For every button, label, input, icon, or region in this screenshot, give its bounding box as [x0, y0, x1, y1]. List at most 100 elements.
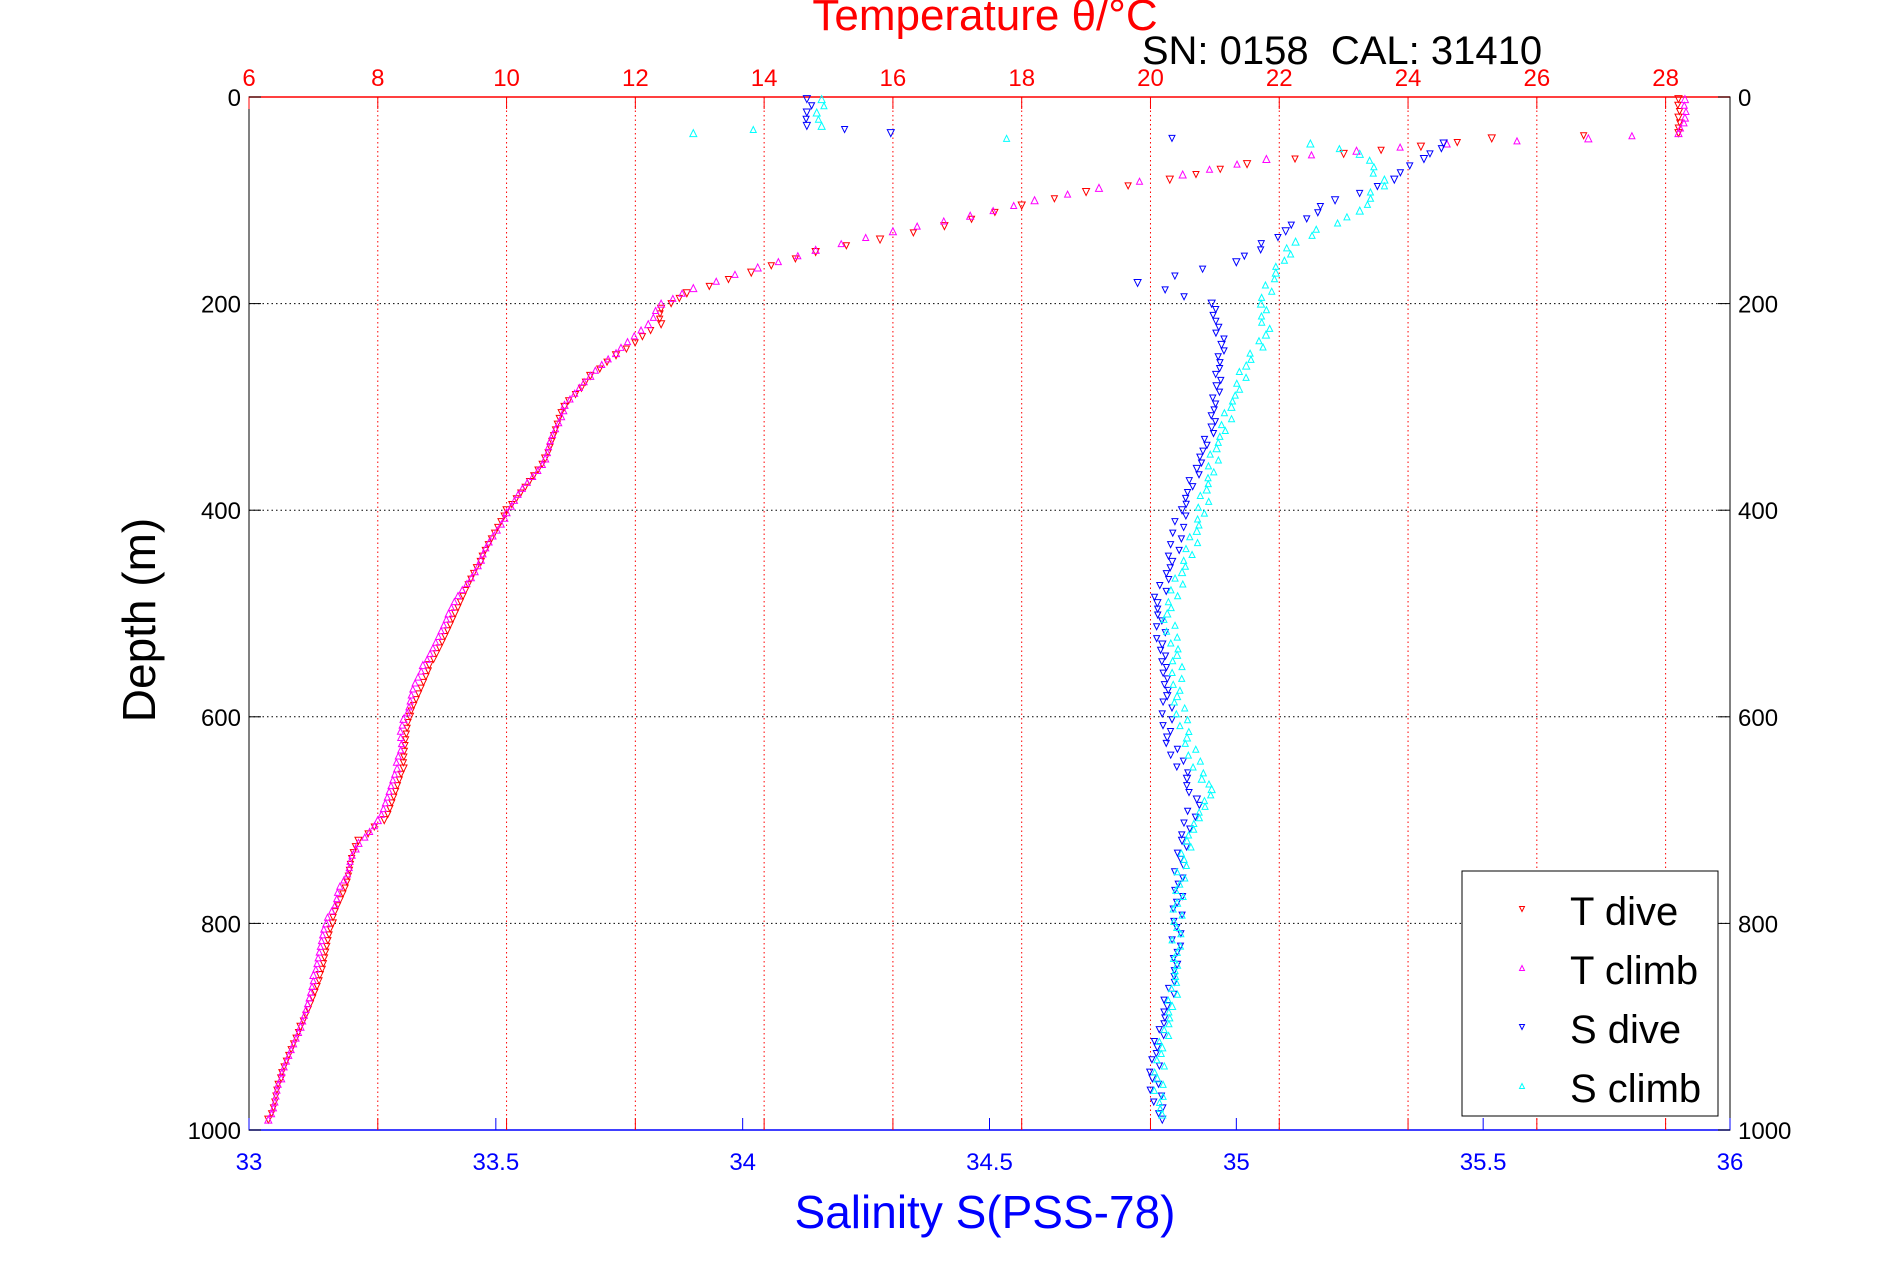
data-point: [292, 1034, 300, 1042]
data-point: [1208, 394, 1217, 403]
data-point: [336, 882, 344, 890]
data-point: [392, 758, 401, 766]
data-point: [399, 759, 408, 767]
data-point: [1153, 599, 1162, 608]
data-point: [1335, 144, 1344, 153]
data-point: [553, 420, 562, 429]
data-point: [1675, 119, 1684, 127]
data-point: [1196, 453, 1204, 462]
data-point: [308, 982, 316, 991]
data-point: [441, 632, 449, 641]
legend-entry: T climb: [1518, 949, 1698, 993]
data-point: [454, 591, 462, 600]
data-point: [1164, 597, 1173, 606]
data-point: [1228, 396, 1237, 405]
data-point: [485, 537, 493, 546]
data-point: [507, 502, 516, 510]
data-point: [1181, 562, 1190, 570]
data-point: [1159, 1092, 1167, 1100]
data-point: [1177, 836, 1187, 846]
data-point: [1308, 231, 1316, 239]
data-point: [343, 878, 351, 887]
data-point: [397, 770, 405, 779]
data-point: [630, 331, 639, 340]
data-point: [1168, 704, 1176, 713]
data-point: [548, 430, 557, 439]
data-point: [1257, 311, 1266, 320]
data-point: [1211, 306, 1220, 314]
temperature-tick-label: 10: [493, 65, 520, 92]
data-point: [1162, 627, 1171, 635]
data-point: [1192, 464, 1202, 474]
data-point: [1416, 142, 1426, 152]
data-point: [296, 1022, 305, 1031]
data-point: [1177, 831, 1186, 839]
data-point: [794, 251, 802, 260]
data-point: [489, 531, 497, 540]
data-point: [313, 983, 321, 991]
data-point: [1513, 136, 1521, 145]
data-point: [414, 690, 423, 698]
data-point: [1216, 432, 1224, 440]
data-point: [1191, 745, 1200, 753]
data-point: [287, 1045, 295, 1054]
data-point: [1207, 423, 1216, 433]
x-axis-label: Salinity S(PSS-78): [795, 1186, 1176, 1238]
data-point: [656, 298, 666, 308]
data-point: [409, 701, 418, 710]
data-point: [1674, 124, 1683, 133]
depth-tick-label-right: 800: [1738, 911, 1778, 938]
data-point: [1363, 200, 1372, 208]
depth-tick-label-left: 200: [201, 292, 241, 319]
data-point: [724, 275, 733, 284]
data-point: [1185, 532, 1194, 541]
data-point: [1206, 790, 1215, 799]
data-point: [1220, 408, 1229, 417]
data-point: [318, 965, 327, 974]
data-point: [1352, 146, 1361, 155]
data-point: [1188, 483, 1197, 491]
data-point: [1192, 526, 1202, 535]
data-point: [399, 764, 408, 774]
data-point: [1182, 836, 1192, 845]
data-point: [303, 999, 312, 1008]
data-point: [1216, 359, 1224, 367]
data-point: [1178, 169, 1187, 179]
data-point: [1307, 150, 1316, 159]
axis-ticks: 6 8 10 12 14 16 18 20 22 24 26 28 33 33.5 34 34.5 35 35.5…: [188, 65, 1792, 1176]
data-point: [411, 678, 419, 687]
data-point: [323, 913, 332, 921]
data-point: [1204, 461, 1213, 470]
data-point: [585, 371, 595, 380]
data-point: [1165, 1007, 1173, 1016]
data-point: [749, 125, 758, 134]
data-point: [1167, 984, 1176, 992]
legend-entry: S climb: [1518, 1067, 1701, 1111]
y-axis-label: Depth (m): [113, 518, 165, 722]
data-point: [1179, 892, 1187, 901]
data-point: [1355, 189, 1364, 198]
data-point: [432, 650, 441, 658]
data-point: [1164, 1031, 1173, 1040]
data-point: [1182, 782, 1191, 790]
data-point: [1389, 175, 1399, 185]
data-point: [402, 730, 411, 739]
data-point: [817, 121, 826, 130]
data-point: [1177, 535, 1186, 544]
data-point: [1002, 134, 1011, 142]
data-point: [1680, 113, 1690, 122]
data-point: [837, 239, 846, 248]
data-point: [651, 306, 660, 314]
data-point: [1214, 438, 1223, 446]
data-point: [302, 1005, 310, 1013]
data-point: [1195, 471, 1203, 479]
data-point: [1161, 286, 1169, 294]
data-point: [1195, 520, 1203, 529]
salinity-tick-label: 34.5: [966, 1149, 1013, 1176]
data-point: [1157, 1042, 1167, 1052]
data-point: [1176, 721, 1184, 730]
data-point: [1203, 441, 1211, 450]
data-point: [1160, 681, 1169, 689]
data-point: [424, 667, 433, 676]
data-point: [1247, 355, 1255, 363]
